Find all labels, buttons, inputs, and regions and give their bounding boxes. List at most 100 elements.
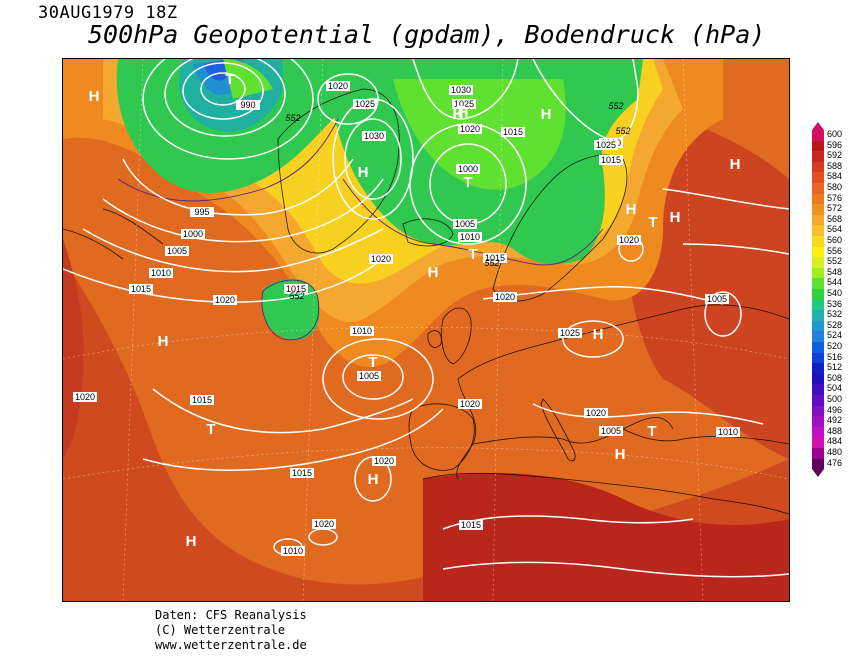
legend-swatch: [812, 183, 824, 194]
legend-swatch: [812, 193, 824, 205]
isobar-value: 1010: [283, 546, 303, 556]
high-pressure-marker: H: [158, 333, 169, 350]
legend-level-label: 576: [827, 192, 843, 203]
legend-level-label: 596: [827, 139, 843, 150]
isobar-value: 1010: [352, 326, 372, 336]
legend-level-label: 536: [827, 298, 843, 309]
legend-swatch: [812, 204, 824, 215]
legend-swatch: [812, 246, 824, 258]
isobar-label: 1020: [73, 392, 97, 402]
isobar-value: 1010: [151, 268, 171, 278]
chart-title: 500hPa Geopotential (gpdam), Bodendruck …: [88, 20, 766, 49]
isobar-value: 1000: [458, 164, 478, 174]
low-pressure-marker: T: [468, 246, 477, 263]
legend-level-label: 504: [827, 383, 843, 394]
isobar-label: 1020: [312, 519, 336, 529]
isobar-value: 1030: [451, 85, 471, 95]
isobar-labels: 1020 990 1025 1030 1030 1025 1020 1015 995 1000 10…: [73, 81, 740, 556]
legend-level-label: 560: [827, 235, 843, 245]
isobar-label: 1000: [181, 229, 205, 239]
legend-level-label: 508: [827, 372, 843, 383]
isobar-value: 1025: [355, 99, 375, 109]
high-pressure-marker: H: [453, 106, 464, 123]
isobar-label: 1020: [369, 254, 393, 264]
isobar-value: 1015: [131, 284, 151, 294]
high-pressure-marker: H: [458, 104, 469, 121]
isobar-label: 1020: [326, 81, 350, 91]
legend-swatch: [812, 310, 824, 321]
valid-time: 30AUG1979 18Z: [38, 3, 178, 23]
isobar-value: 1015: [292, 468, 312, 478]
isobar-value: 1020: [215, 295, 235, 305]
isobar-label: 1015: [129, 284, 153, 294]
isobar-value: 1015: [503, 127, 523, 137]
legend-swatch: [812, 384, 824, 395]
isobar-label: 1020: [493, 292, 517, 302]
high-pressure-marker: H: [730, 156, 741, 173]
isobar-value: 1010: [460, 232, 480, 242]
legend-swatch: [812, 130, 824, 141]
high-pressure-marker: H: [89, 88, 100, 105]
isobar-value: 1020: [495, 292, 515, 302]
legend-level-label: 600: [827, 129, 843, 139]
high-pressure-marker: H: [358, 164, 369, 181]
geopotential-552-label: 552: [608, 101, 623, 111]
isobar-value: 990: [240, 100, 255, 110]
isobar-label: 1005: [705, 294, 729, 304]
color-legend: 600 596 592 588 584 580 576 572 568 564 560 556 552 5…: [812, 122, 850, 530]
legend-swatch: [812, 373, 824, 385]
map-canvas: 1020 990 1025 1030 1030 1025 1020 1015 995 1000 10…: [63, 59, 789, 601]
isobars: [63, 59, 789, 578]
isobar-value: 1025: [454, 99, 474, 109]
legend-swatch: [812, 342, 824, 353]
isobar-label: 1005: [165, 246, 189, 256]
isobar-value: 1025: [560, 328, 580, 338]
legend-swatch: [812, 289, 824, 300]
legend-swatch: [812, 395, 824, 406]
legend-swatch: [812, 161, 824, 173]
legend-level-label: 512: [827, 362, 843, 373]
isobar-label: 1010: [350, 326, 374, 336]
legend-level-label: 564: [827, 224, 843, 235]
legend-level-label: 580: [827, 182, 843, 192]
legend-swatch: [812, 278, 824, 289]
legend-level-label: 584: [827, 171, 843, 182]
isobar-value: 1000: [183, 229, 203, 239]
isobar-value: 1020: [371, 254, 391, 264]
high-pressure-marker: H: [670, 209, 681, 226]
isobar-value: 1030: [364, 131, 384, 141]
low-pressure-marker: T: [456, 103, 465, 120]
legend-level-label: 552: [827, 256, 843, 267]
legend-level-label: 568: [827, 213, 843, 224]
legend-swatch: [812, 352, 824, 364]
legend-swatch: [812, 320, 824, 332]
legend-swatch: [812, 140, 824, 152]
data-credits: Daten: CFS Reanalysis (C) Wetterzentrale…: [155, 608, 307, 653]
legend-swatch: [812, 416, 824, 427]
isobar-label: 1030: [362, 131, 386, 141]
legend-level-label: 516: [827, 351, 843, 362]
contour-552: [117, 118, 604, 341]
isobar-label: 1010: [458, 232, 482, 242]
legend-level-label: 528: [827, 319, 843, 330]
isobar-value: 1020: [586, 408, 606, 418]
isobar-label: 1030: [449, 85, 473, 95]
legend-swatch: [812, 236, 824, 247]
legend-swatch: [812, 405, 824, 417]
legend-level-label: 500: [827, 394, 843, 404]
legend-level-label: 492: [827, 415, 843, 426]
isobar-value: 1015: [192, 395, 212, 405]
legend-level-label: 592: [827, 150, 843, 161]
legend-swatch: [812, 363, 824, 374]
isobar-value: 1015: [286, 284, 306, 294]
legend-arrow-bottom: [812, 469, 824, 478]
geopotential-552-label: 552: [615, 126, 630, 136]
isobar-label: 1010: [716, 427, 740, 437]
isobar-label: 1010: [281, 546, 305, 556]
legend-level-label: 496: [827, 404, 843, 415]
isobar-label: 1025: [452, 99, 476, 109]
low-pressure-marker: T: [206, 421, 215, 438]
isobar-label: 1015: [483, 253, 507, 263]
isobar-value: 1010: [718, 427, 738, 437]
